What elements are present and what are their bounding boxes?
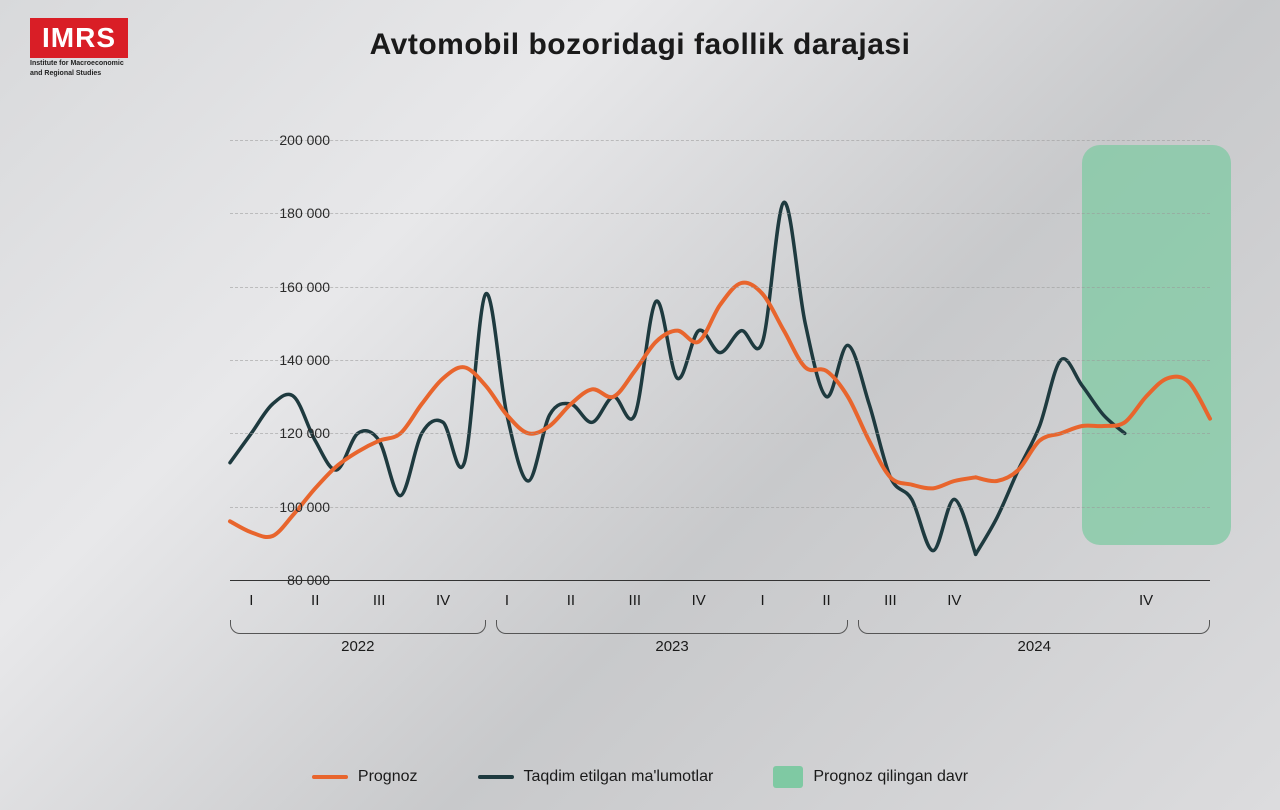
- legend-label-actual: Taqdim etilgan ma'lumotlar: [524, 768, 714, 786]
- chart: IIIIIIIVIIIIIIIVIIIIIIIVIV 80 000100 000…: [130, 140, 1220, 640]
- y-tick-label: 120 000: [240, 425, 330, 441]
- year-label: 2024: [1018, 638, 1051, 655]
- legend-item-band: Prognoz qilingan davr: [773, 766, 968, 788]
- quarter-label: II: [311, 592, 319, 609]
- y-tick-label: 200 000: [240, 132, 330, 148]
- chart-title: Avtomobil bozoridagi faollik darajasi: [0, 28, 1280, 62]
- legend-item-prognoz: Prognoz: [312, 766, 418, 788]
- year-bracket: [858, 620, 1210, 634]
- legend-item-actual: Taqdim etilgan ma'lumotlar: [478, 766, 714, 788]
- quarter-label: IV: [947, 592, 961, 609]
- plot-area: [230, 140, 1210, 580]
- legend-swatch-actual: [478, 775, 514, 779]
- year-label: 2023: [655, 638, 688, 655]
- year-bracket: [496, 620, 848, 634]
- quarter-label: II: [822, 592, 830, 609]
- y-tick-label: 160 000: [240, 279, 330, 295]
- y-tick-label: 140 000: [240, 352, 330, 368]
- grid-line: [230, 360, 1210, 361]
- quarter-label: IV: [436, 592, 450, 609]
- grid-line: [230, 213, 1210, 214]
- legend-label-band: Prognoz qilingan davr: [813, 768, 968, 786]
- legend-swatch-band: [773, 766, 803, 788]
- quarter-label: I: [249, 592, 253, 609]
- year-label: 2022: [341, 638, 374, 655]
- grid-line: [230, 433, 1210, 434]
- logo-subtitle-2: and Regional Studies: [30, 70, 128, 78]
- quarter-label: I: [505, 592, 509, 609]
- quarter-label: I: [761, 592, 765, 609]
- quarter-labels: IIIIIIIVIIIIIIIVIIIIIIIVIV: [230, 592, 1210, 622]
- quarter-label: III: [629, 592, 642, 609]
- grid-line: [230, 507, 1210, 508]
- y-tick-label: 180 000: [240, 205, 330, 221]
- grid-line: [230, 287, 1210, 288]
- y-tick-label: 100 000: [240, 499, 330, 515]
- x-axis: [230, 580, 1210, 581]
- quarter-label: IV: [1139, 592, 1153, 609]
- legend-label-prognoz: Prognoz: [358, 768, 418, 786]
- y-tick-label: 80 000: [240, 572, 330, 588]
- grid-line: [230, 140, 1210, 141]
- quarter-label: II: [567, 592, 575, 609]
- legend-swatch-prognoz: [312, 775, 348, 779]
- quarter-label: III: [373, 592, 386, 609]
- legend: Prognoz Taqdim etilgan ma'lumotlar Progn…: [0, 766, 1280, 788]
- quarter-label: IV: [692, 592, 706, 609]
- year-bracket: [230, 620, 486, 634]
- quarter-label: III: [884, 592, 897, 609]
